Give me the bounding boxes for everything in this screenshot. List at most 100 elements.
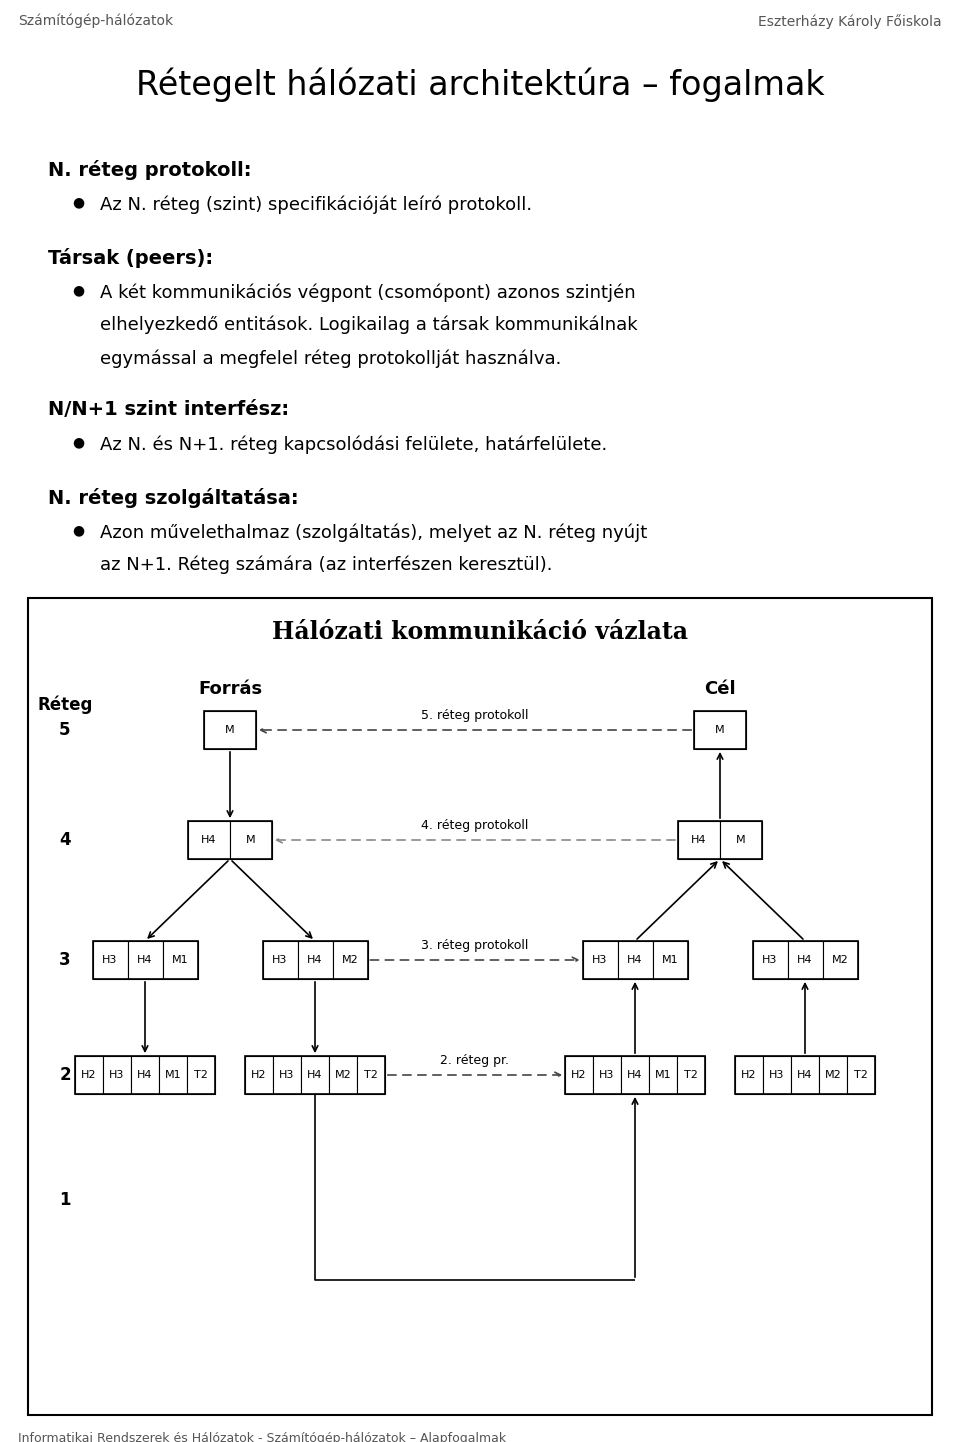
Bar xyxy=(621,1056,649,1094)
Text: Az N. és N+1. réteg kapcsolódási felülete, határfelülete.: Az N. és N+1. réteg kapcsolódási felület… xyxy=(100,435,608,453)
Bar xyxy=(823,942,857,979)
Text: H2: H2 xyxy=(82,1070,97,1080)
Text: H4: H4 xyxy=(307,955,323,965)
Bar xyxy=(653,942,687,979)
Text: Hálózati kommunikáció vázlata: Hálózati kommunikáció vázlata xyxy=(272,620,688,645)
Text: 5: 5 xyxy=(60,721,71,738)
Text: H3: H3 xyxy=(769,1070,784,1080)
Text: H3: H3 xyxy=(599,1070,614,1080)
Bar xyxy=(847,1056,875,1094)
Bar xyxy=(273,1056,301,1094)
Text: ●: ● xyxy=(72,435,84,448)
Bar xyxy=(92,942,128,979)
Bar xyxy=(28,598,932,1415)
Text: H4: H4 xyxy=(627,1070,643,1080)
Text: 5. réteg protokoll: 5. réteg protokoll xyxy=(421,709,529,722)
Bar xyxy=(583,942,687,979)
Bar xyxy=(245,1056,273,1094)
Text: ●: ● xyxy=(72,283,84,297)
Text: H4: H4 xyxy=(627,955,643,965)
Text: T2: T2 xyxy=(854,1070,868,1080)
Text: Rétegelt hálózati architektúra – fogalmak: Rétegelt hálózati architektúra – fogalma… xyxy=(135,68,825,102)
Text: H4: H4 xyxy=(797,955,813,965)
Text: M1: M1 xyxy=(655,1070,671,1080)
Text: H3: H3 xyxy=(279,1070,295,1080)
Text: elhelyezkedő entitások. Logikailag a társak kommunikálnak: elhelyezkedő entitások. Logikailag a tár… xyxy=(100,316,637,335)
Bar xyxy=(791,1056,819,1094)
Text: Eszterházy Károly Főiskola: Eszterházy Károly Főiskola xyxy=(758,14,942,29)
Bar xyxy=(329,1056,357,1094)
Bar xyxy=(204,711,256,748)
Bar xyxy=(787,942,823,979)
Text: A két kommunikációs végpont (csomópont) azonos szintjén: A két kommunikációs végpont (csomópont) … xyxy=(100,283,636,301)
Text: M2: M2 xyxy=(335,1070,351,1080)
Text: 4. réteg protokoll: 4. réteg protokoll xyxy=(421,819,529,832)
Bar xyxy=(230,820,272,859)
Bar xyxy=(694,711,746,748)
Bar xyxy=(735,1056,763,1094)
Bar xyxy=(159,1056,187,1094)
Bar xyxy=(763,1056,791,1094)
Bar xyxy=(617,942,653,979)
Bar xyxy=(565,1056,593,1094)
Bar xyxy=(103,1056,131,1094)
Text: N. réteg szolgáltatása:: N. réteg szolgáltatása: xyxy=(48,487,299,508)
Bar xyxy=(357,1056,385,1094)
Bar xyxy=(301,1056,329,1094)
Bar xyxy=(245,1056,385,1094)
Bar xyxy=(92,942,198,979)
Bar xyxy=(262,942,368,979)
Bar xyxy=(188,820,272,859)
Text: 2: 2 xyxy=(60,1066,71,1084)
Text: M: M xyxy=(246,835,255,845)
Bar xyxy=(75,1056,215,1094)
Text: Társak (peers):: Társak (peers): xyxy=(48,248,213,268)
Bar xyxy=(677,1056,705,1094)
Text: Informatikai Rendszerek és Hálózatok - Számítógép-hálózatok – Alapfogalmak: Informatikai Rendszerek és Hálózatok - S… xyxy=(18,1432,506,1442)
Text: H4: H4 xyxy=(137,1070,153,1080)
Text: H2: H2 xyxy=(741,1070,756,1080)
Bar xyxy=(593,1056,621,1094)
Text: H2: H2 xyxy=(252,1070,267,1080)
Text: H3: H3 xyxy=(592,955,608,965)
Text: H3: H3 xyxy=(103,955,118,965)
Bar xyxy=(162,942,198,979)
Text: M: M xyxy=(226,725,235,735)
Text: H3: H3 xyxy=(273,955,288,965)
Text: Számítógép-hálózatok: Számítógép-hálózatok xyxy=(18,14,173,29)
Text: H4: H4 xyxy=(797,1070,813,1080)
Text: M2: M2 xyxy=(825,1070,841,1080)
Text: T2: T2 xyxy=(194,1070,208,1080)
Text: 3: 3 xyxy=(60,952,71,969)
Text: M2: M2 xyxy=(342,955,358,965)
Bar xyxy=(565,1056,705,1094)
Text: H4: H4 xyxy=(691,835,707,845)
Text: Cél: Cél xyxy=(705,681,735,698)
Bar xyxy=(131,1056,159,1094)
Text: Réteg: Réteg xyxy=(37,695,93,714)
Bar xyxy=(678,820,762,859)
Bar xyxy=(332,942,368,979)
Text: H4: H4 xyxy=(307,1070,323,1080)
Text: H3: H3 xyxy=(109,1070,125,1080)
Bar xyxy=(819,1056,847,1094)
Text: ●: ● xyxy=(72,523,84,536)
Bar xyxy=(735,1056,875,1094)
Text: H4: H4 xyxy=(202,835,217,845)
Text: M1: M1 xyxy=(661,955,679,965)
Text: Az N. réteg (szint) specifikációját leíró protokoll.: Az N. réteg (szint) specifikációját leír… xyxy=(100,195,532,213)
Text: M1: M1 xyxy=(165,1070,181,1080)
Bar xyxy=(128,942,162,979)
Text: M2: M2 xyxy=(831,955,849,965)
Text: az N+1. Réteg számára (az interfészen keresztül).: az N+1. Réteg számára (az interfészen ke… xyxy=(100,557,553,574)
Bar xyxy=(75,1056,103,1094)
Text: 2. réteg pr.: 2. réteg pr. xyxy=(441,1054,510,1067)
Text: T2: T2 xyxy=(364,1070,378,1080)
Bar xyxy=(694,711,746,748)
Bar xyxy=(583,942,617,979)
Bar xyxy=(298,942,332,979)
Text: N. réteg protokoll:: N. réteg protokoll: xyxy=(48,160,252,180)
Text: ●: ● xyxy=(72,195,84,209)
Text: H4: H4 xyxy=(137,955,153,965)
Text: 1: 1 xyxy=(60,1191,71,1208)
